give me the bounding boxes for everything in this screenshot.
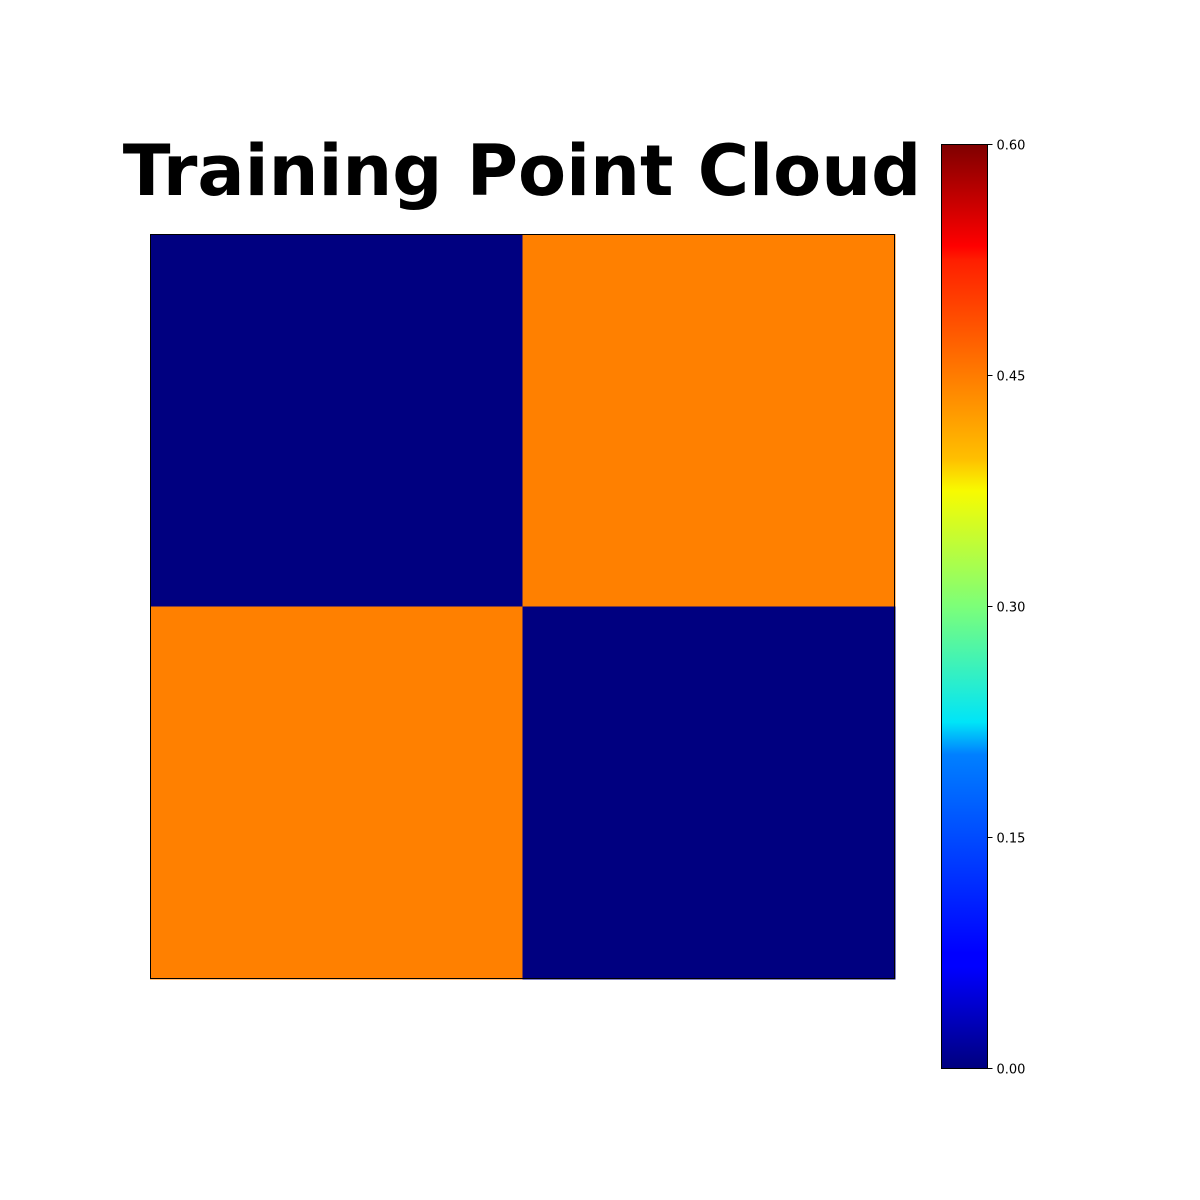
colorbar-ticks: 0.00 0.15 0.30 0.45 0.60: [987, 139, 1026, 1078]
chart-title: Training Point Cloud: [123, 130, 921, 212]
heatmap-frame: [150, 234, 895, 979]
heatmap-cell-r1-c1: [522, 606, 896, 980]
colorbar-tick-label: 0.45: [997, 370, 1026, 385]
colorbar-tick-label: 0.60: [997, 139, 1026, 154]
heatmap-cell-r0-c0: [150, 234, 523, 607]
colorbar-tick-label: 0.00: [997, 1063, 1026, 1078]
heatmap-cell-r0-c1: [522, 234, 896, 607]
heatmap-cell-r1-c0: [150, 606, 523, 980]
colorbar-tick-label: 0.30: [997, 601, 1026, 616]
colorbar: [941, 144, 988, 1069]
heatmap-cells: [150, 234, 896, 980]
colorbar-tick-label: 0.15: [997, 832, 1026, 847]
